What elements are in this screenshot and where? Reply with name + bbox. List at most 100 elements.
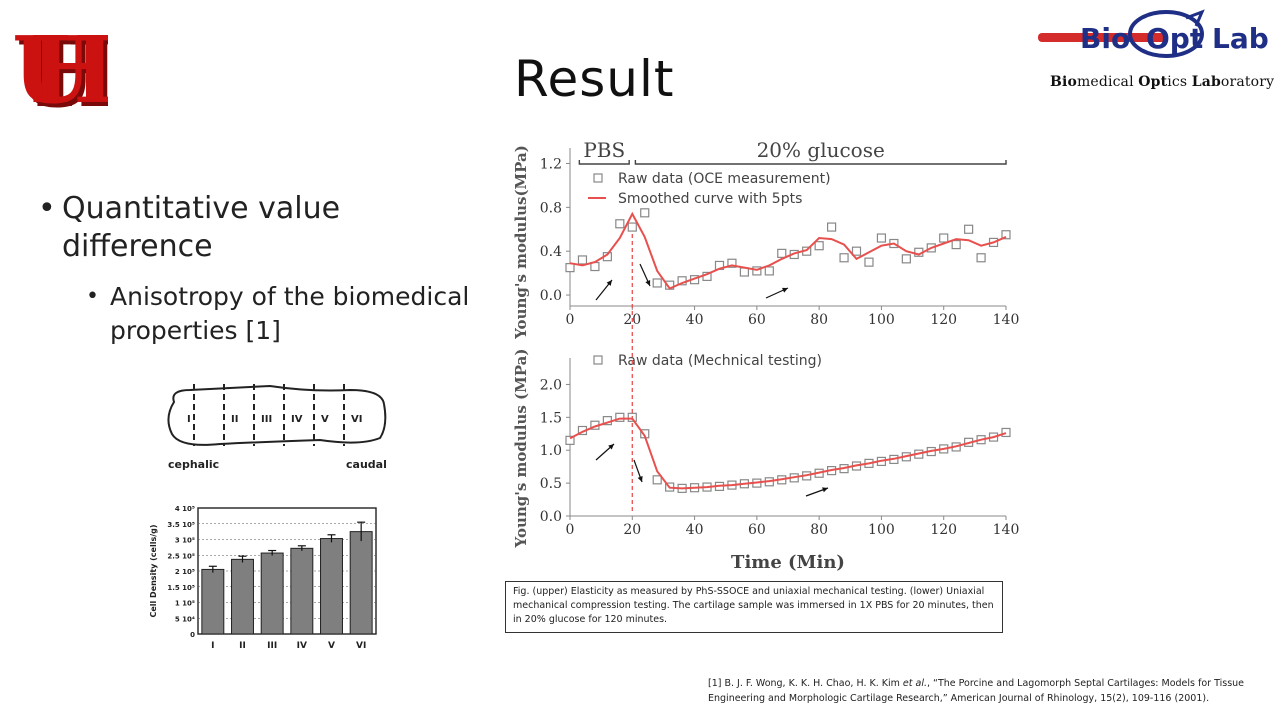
logo-word-bio: Bio — [1080, 22, 1130, 55]
bar — [260, 552, 284, 635]
y-axis-label: Young's modulus(MPa) — [512, 145, 530, 340]
logo-accent-bar — [1038, 33, 1168, 42]
y-tick-label: 1.5 — [540, 410, 562, 426]
y-tick-label: 2.0 — [540, 377, 562, 393]
bullet-list: • Quantitative value difference • Anisot… — [38, 190, 478, 348]
y-tick-label: 0.0 — [540, 288, 562, 304]
y-tick-label: 3.5 10⁵ — [167, 521, 195, 529]
data-point — [615, 219, 625, 229]
uh-logo: UH UH — [12, 16, 108, 116]
section-dividers — [193, 384, 345, 446]
y-tick-label: 1.2 — [540, 156, 562, 172]
bar — [349, 531, 373, 635]
data-point — [851, 246, 862, 256]
trend-arrowhead — [782, 287, 788, 293]
section-label: II — [231, 414, 238, 425]
cell-density-bar-chart: 0 5 10⁴ 1 10⁵ 1.5 10⁵ 2 10⁵ 2.5 10⁵ 3 10⁵ 3.5 1… — [149, 505, 377, 651]
data-point — [577, 255, 588, 265]
y-tick-label: 4 10⁵ — [175, 505, 195, 513]
x-tick-label: 80 — [810, 522, 828, 538]
trend-arrowhead — [637, 476, 643, 482]
data-point — [814, 241, 824, 251]
y-tick-label: 0.4 — [540, 244, 562, 260]
y-tick-label: 3 10⁵ — [175, 537, 195, 545]
cartilage-outline — [167, 384, 387, 446]
legend-label: Raw data (OCE measurement) — [618, 171, 831, 187]
data-point — [827, 222, 837, 232]
x-tick-label: 20 — [623, 522, 641, 538]
x-tick-label: IV — [297, 641, 307, 651]
bar — [290, 547, 314, 635]
y-tick-label: 0.0 — [540, 509, 562, 525]
x-tick-label: 40 — [686, 312, 704, 328]
x-tick-label: 100 — [868, 312, 895, 328]
series-line — [569, 211, 1007, 290]
y-tick-label: 0.5 — [540, 476, 562, 492]
data-point — [964, 224, 974, 234]
x-tick-label: I — [211, 641, 214, 651]
logo-orbit-arrow-icon — [1185, 9, 1205, 27]
trend-arrowhead — [645, 280, 651, 286]
data-point — [652, 278, 662, 288]
section-label: I — [187, 414, 191, 425]
y-tick-label: 1 10⁵ — [175, 600, 195, 608]
y-tick-label: 1.5 10⁵ — [167, 584, 195, 592]
data-point — [839, 253, 849, 263]
data-point — [777, 248, 787, 258]
x-axis-label: Time (Min) — [731, 552, 845, 573]
data-point — [640, 208, 650, 218]
data-point — [1001, 427, 1011, 438]
trend-arrowhead — [608, 444, 614, 450]
bar — [201, 568, 225, 635]
data-point — [627, 222, 637, 232]
x-tick-label: 100 — [868, 522, 895, 538]
trend-arrowhead — [822, 487, 828, 493]
data-point — [864, 257, 874, 267]
trend-arrowhead — [606, 280, 612, 286]
x-tick-label: 60 — [748, 312, 766, 328]
data-point — [939, 233, 949, 243]
data-point — [901, 254, 911, 264]
bullet-level-1: • Quantitative value difference — [38, 190, 478, 266]
x-tick-label: V — [328, 641, 335, 651]
slide-title: Result — [514, 50, 675, 108]
legend-marker-swatch — [593, 355, 603, 365]
y-axis-label: Cell Density (cells/g) — [149, 524, 158, 617]
uh-logo-shadow: UH — [16, 20, 108, 116]
legend-label: Raw data (Mechnical testing) — [618, 353, 822, 369]
bar — [231, 558, 254, 635]
reference-authors: [1] B. J. F. Wong, K. K. H. Chao, H. K. … — [708, 678, 903, 689]
reference-et-al: et al. — [902, 678, 927, 689]
data-point — [739, 267, 749, 277]
y-tick-label: 0.8 — [540, 200, 562, 216]
logo-subtitle: Biomedical Optics Laboratory — [1050, 74, 1274, 90]
bar — [320, 538, 343, 635]
youngs-modulus-chart: 0 20 40 60 80 100 120 140 0.0 0.4 0.8 1.2 Young's mo… — [512, 138, 1020, 573]
data-point — [565, 263, 575, 273]
section-label: III — [261, 414, 272, 425]
x-tick-label: 80 — [810, 312, 828, 328]
phase-bracket — [578, 160, 630, 165]
y-tick-label: 1.0 — [540, 443, 562, 459]
cartilage-diagram: I II III IV V VI cephalic caudal — [167, 384, 387, 471]
y-tick-label: 2 10⁵ — [175, 568, 195, 576]
x-tick-label: 140 — [993, 522, 1020, 538]
legend-marker-swatch — [593, 173, 603, 183]
x-tick-label: II — [239, 641, 246, 651]
phase-label: 20% glucose — [757, 138, 885, 162]
logo-word-opt: Opt — [1146, 22, 1203, 55]
data-point — [951, 240, 961, 250]
bullet-level-2: • Anisotropy of the biomedical propertie… — [86, 280, 478, 348]
bio-opt-lab-logo: Bio Opt Lab Biomedical Optics Laboratory — [1038, 9, 1274, 90]
figure-caption: Fig. (upper) Elasticity as measured by P… — [505, 581, 1003, 633]
data-point — [565, 435, 575, 445]
data-point — [976, 253, 986, 263]
x-tick-label: 140 — [993, 312, 1020, 328]
bullet-dot-icon: • — [38, 191, 56, 226]
y-tick-label: 0 — [190, 631, 195, 639]
data-point — [615, 412, 625, 422]
logo-word-lab: Lab — [1212, 22, 1269, 55]
bullet-dot-icon: • — [86, 284, 99, 309]
data-point — [1001, 230, 1011, 240]
x-tick-label: VI — [356, 641, 366, 651]
